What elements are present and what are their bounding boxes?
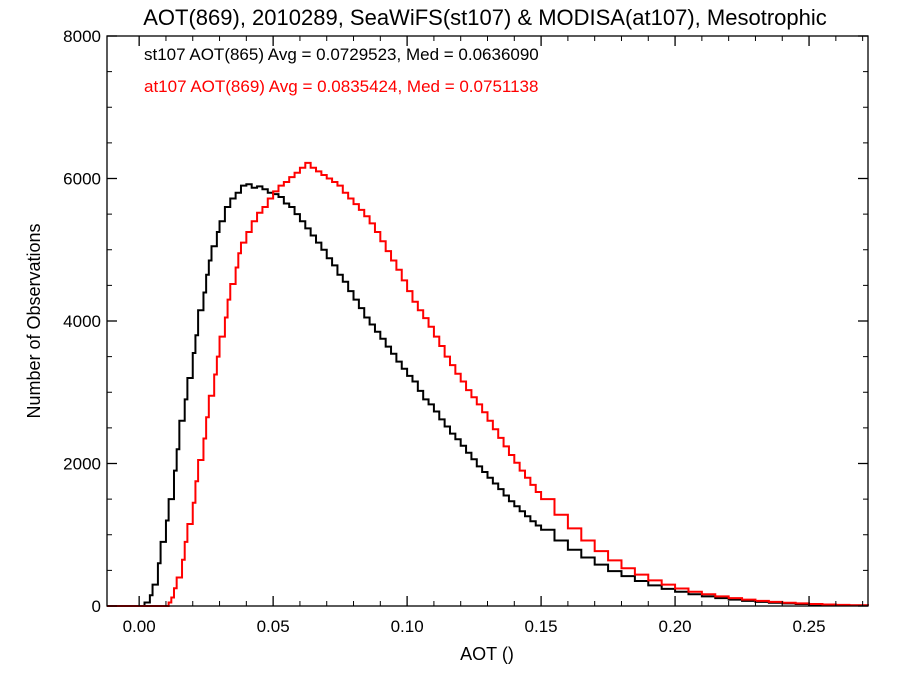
x-tick-label: 0.10 (391, 617, 424, 636)
x-tick-label: 0.25 (793, 617, 826, 636)
legend-entry-st107: st107 AOT(865) Avg = 0.0729523, Med = 0.… (144, 45, 539, 64)
x-tick-label: 0.20 (659, 617, 692, 636)
legend-entry-at107: at107 AOT(869) Avg = 0.0835424, Med = 0.… (144, 77, 538, 96)
x-tick-label: 0.05 (257, 617, 290, 636)
series-line-0 (107, 183, 869, 607)
y-tick-label: 8000 (63, 27, 101, 46)
y-axis: 0 2000 4000 6000 8000 (63, 27, 868, 616)
legend: st107 AOT(865) Avg = 0.0729523, Med = 0.… (144, 45, 539, 96)
x-tick-label: 0.00 (123, 617, 156, 636)
y-tick-label: 6000 (63, 170, 101, 189)
x-axis-label: AOT () (460, 644, 514, 664)
x-tick-label: 0.15 (525, 617, 558, 636)
y-tick-label: 4000 (63, 312, 101, 331)
y-axis-label: Number of Observations (24, 223, 44, 418)
x-axis: 0.00 0.05 0.10 0.15 0.20 0.25 (123, 36, 864, 636)
plot-frame (106, 35, 869, 607)
y-tick-label: 0 (92, 597, 101, 616)
y-tick-label: 2000 (63, 455, 101, 474)
series-line-1 (107, 161, 869, 607)
chart-title: AOT(869), 2010289, SeaWiFS(st107) & MODI… (143, 5, 827, 30)
series-layer (107, 161, 869, 607)
